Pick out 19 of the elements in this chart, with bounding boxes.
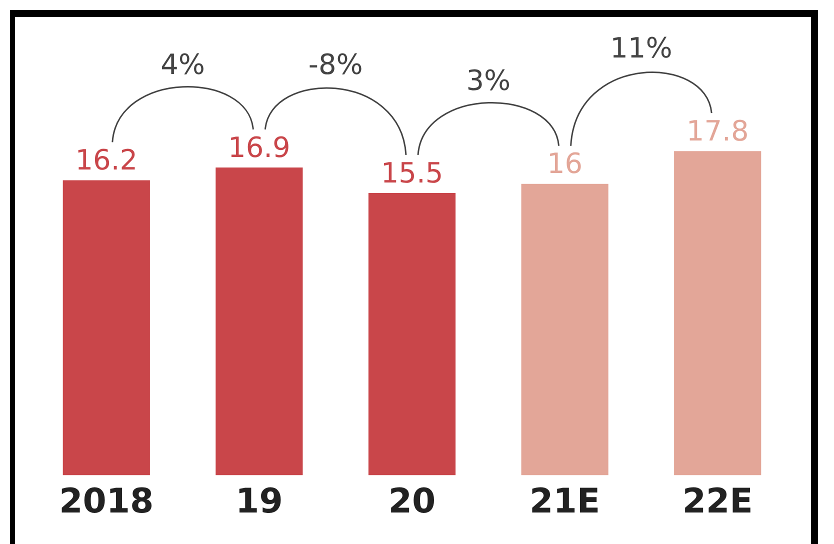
text: 3%	[466, 64, 511, 98]
data-label: 16.2	[75, 144, 138, 177]
data-label: 17.8	[686, 114, 749, 148]
bar	[521, 184, 608, 476]
x-tick-label: 21E	[530, 481, 600, 522]
bar	[368, 192, 456, 476]
text: 4%	[160, 48, 206, 81]
x-tick-label: 20	[388, 481, 436, 522]
data-label: 16.9	[228, 130, 290, 164]
bar	[62, 180, 150, 476]
data-label: 16	[546, 147, 583, 180]
text: 11%	[610, 31, 672, 64]
text: -8%	[308, 48, 363, 81]
x-tick-label: 19	[236, 481, 283, 522]
data-label: 15.5	[380, 156, 444, 190]
bar	[674, 151, 762, 476]
x-tick-label: 2018	[59, 481, 154, 522]
x-tick-label: 22E	[682, 481, 753, 522]
bar	[216, 167, 303, 476]
